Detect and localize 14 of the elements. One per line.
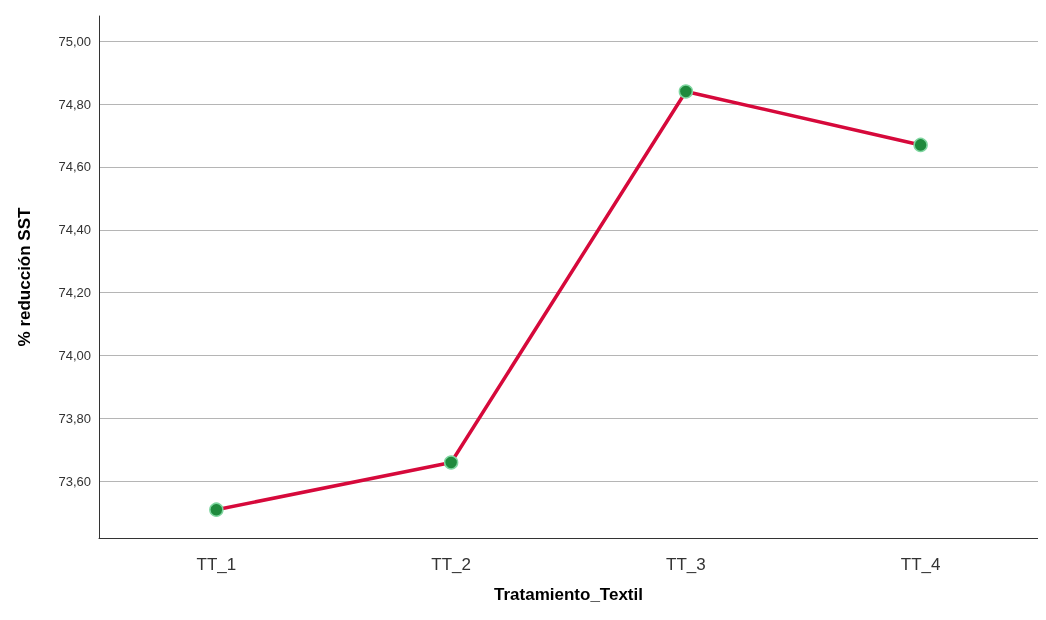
y-tick-label: 75,00 xyxy=(58,33,91,49)
y-tick-label: 74,80 xyxy=(58,96,91,112)
x-tick-label: TT_2 xyxy=(431,555,471,574)
y-tick-label: 74,60 xyxy=(58,159,91,175)
x-tick-label: TT_4 xyxy=(900,555,941,574)
x-tick-label: TT_3 xyxy=(666,555,706,574)
x-axis-title: Tratamiento_Textil xyxy=(494,585,643,604)
y-axis-title: % reducción SST xyxy=(15,206,34,347)
y-tick-label: 74,20 xyxy=(58,285,91,301)
y-tick-label: 73,80 xyxy=(58,411,91,427)
y-tick-label: 74,40 xyxy=(58,222,91,238)
y-tick-label: 73,60 xyxy=(58,473,91,489)
x-tick-label: TT_1 xyxy=(196,555,237,574)
y-tick-label: 74,00 xyxy=(58,348,91,364)
